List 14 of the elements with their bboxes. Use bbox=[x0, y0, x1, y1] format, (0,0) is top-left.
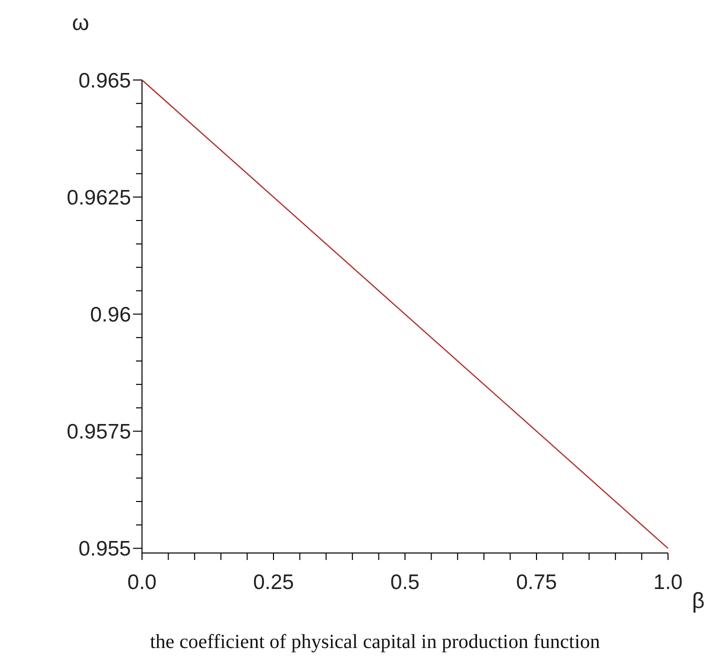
y-tick-label: 0.955 bbox=[78, 538, 131, 561]
y-tick-label: 0.9575 bbox=[66, 420, 131, 444]
x-axis-title: β bbox=[692, 588, 705, 613]
text: the coefficient of physical capital in production function bbox=[150, 631, 600, 653]
x-tick-label: 1.0 bbox=[653, 571, 683, 594]
x-tick-label: 0.0 bbox=[127, 571, 157, 594]
line-series bbox=[141, 79, 669, 549]
x-tick-label: 0.75 bbox=[516, 571, 557, 594]
y-tick-label: 0.965 bbox=[78, 69, 131, 92]
y-tick-label: 0.96 bbox=[90, 304, 131, 327]
x-tick-label: 0.5 bbox=[390, 571, 420, 594]
y-tick-label: 0.9625 bbox=[66, 186, 131, 210]
x-tick-label: 0.25 bbox=[253, 571, 294, 594]
y-axis-title: ω bbox=[72, 10, 90, 35]
